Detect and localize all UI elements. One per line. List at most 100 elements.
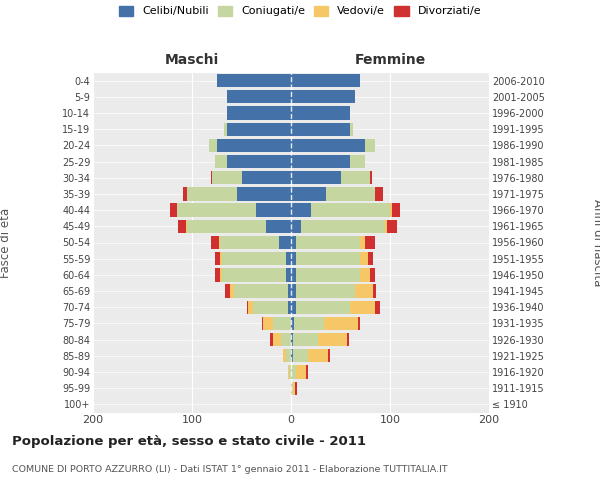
- Bar: [291, 188, 326, 200]
- Bar: [233, 284, 288, 298]
- Bar: [242, 171, 291, 184]
- Bar: [256, 204, 291, 217]
- Bar: [281, 333, 291, 346]
- Bar: [230, 284, 233, 298]
- Bar: [215, 155, 227, 168]
- Bar: [263, 317, 273, 330]
- Bar: [392, 204, 400, 217]
- Bar: [293, 349, 308, 362]
- Bar: [350, 300, 375, 314]
- Bar: [220, 236, 279, 249]
- Bar: [358, 317, 361, 330]
- Bar: [361, 268, 370, 281]
- Bar: [296, 300, 350, 314]
- Bar: [183, 188, 187, 200]
- Bar: [361, 252, 368, 266]
- Bar: [220, 268, 222, 281]
- Bar: [222, 268, 286, 281]
- Bar: [296, 252, 361, 266]
- Bar: [361, 236, 365, 249]
- Bar: [326, 188, 375, 200]
- Bar: [209, 138, 217, 152]
- Bar: [385, 220, 387, 233]
- Bar: [227, 106, 291, 120]
- Bar: [291, 74, 361, 87]
- Bar: [293, 382, 295, 395]
- Bar: [227, 122, 291, 136]
- Bar: [295, 382, 297, 395]
- Bar: [266, 220, 291, 233]
- Bar: [273, 333, 281, 346]
- Bar: [301, 220, 385, 233]
- Bar: [248, 300, 253, 314]
- Bar: [341, 171, 370, 184]
- Bar: [370, 268, 375, 281]
- Bar: [296, 366, 306, 378]
- Bar: [220, 252, 222, 266]
- Bar: [370, 171, 372, 184]
- Bar: [291, 204, 311, 217]
- Bar: [355, 284, 373, 298]
- Bar: [291, 284, 296, 298]
- Bar: [187, 220, 266, 233]
- Bar: [291, 300, 296, 314]
- Bar: [291, 366, 296, 378]
- Bar: [291, 382, 293, 395]
- Bar: [291, 317, 294, 330]
- Bar: [328, 349, 329, 362]
- Bar: [291, 122, 350, 136]
- Bar: [186, 220, 187, 233]
- Bar: [286, 252, 291, 266]
- Bar: [215, 252, 220, 266]
- Bar: [279, 236, 291, 249]
- Bar: [247, 300, 248, 314]
- Bar: [291, 155, 350, 168]
- Bar: [291, 349, 293, 362]
- Bar: [170, 204, 177, 217]
- Bar: [291, 220, 301, 233]
- Text: Femmine: Femmine: [355, 54, 425, 68]
- Bar: [224, 122, 227, 136]
- Bar: [288, 366, 289, 378]
- Bar: [347, 333, 349, 346]
- Bar: [375, 188, 383, 200]
- Text: Fasce di età: Fasce di età: [0, 208, 13, 278]
- Bar: [375, 300, 380, 314]
- Bar: [390, 204, 392, 217]
- Bar: [318, 333, 347, 346]
- Bar: [373, 284, 376, 298]
- Bar: [365, 138, 375, 152]
- Bar: [215, 268, 220, 281]
- Bar: [323, 317, 358, 330]
- Text: Anni di nascita: Anni di nascita: [590, 199, 600, 286]
- Bar: [222, 252, 286, 266]
- Bar: [294, 317, 323, 330]
- Bar: [217, 74, 291, 87]
- Bar: [236, 188, 291, 200]
- Bar: [293, 333, 318, 346]
- Bar: [291, 138, 365, 152]
- Bar: [311, 204, 390, 217]
- Text: Maschi: Maschi: [165, 54, 219, 68]
- Bar: [288, 300, 291, 314]
- Bar: [291, 236, 296, 249]
- Bar: [350, 122, 353, 136]
- Bar: [296, 284, 355, 298]
- Text: COMUNE DI PORTO AZZURRO (LI) - Dati ISTAT 1° gennaio 2011 - Elaborazione TUTTITA: COMUNE DI PORTO AZZURRO (LI) - Dati ISTA…: [12, 465, 448, 474]
- Bar: [291, 333, 293, 346]
- Legend: Celibi/Nubili, Coniugati/e, Vedovi/e, Divorziati/e: Celibi/Nubili, Coniugati/e, Vedovi/e, Di…: [119, 6, 481, 16]
- Bar: [227, 90, 291, 104]
- Bar: [291, 171, 341, 184]
- Bar: [291, 268, 296, 281]
- Bar: [253, 300, 288, 314]
- Bar: [187, 188, 236, 200]
- Bar: [291, 252, 296, 266]
- Bar: [217, 138, 291, 152]
- Bar: [289, 366, 291, 378]
- Bar: [227, 155, 291, 168]
- Bar: [211, 171, 212, 184]
- Bar: [291, 90, 355, 104]
- Bar: [296, 236, 361, 249]
- Bar: [308, 349, 328, 362]
- Bar: [365, 236, 375, 249]
